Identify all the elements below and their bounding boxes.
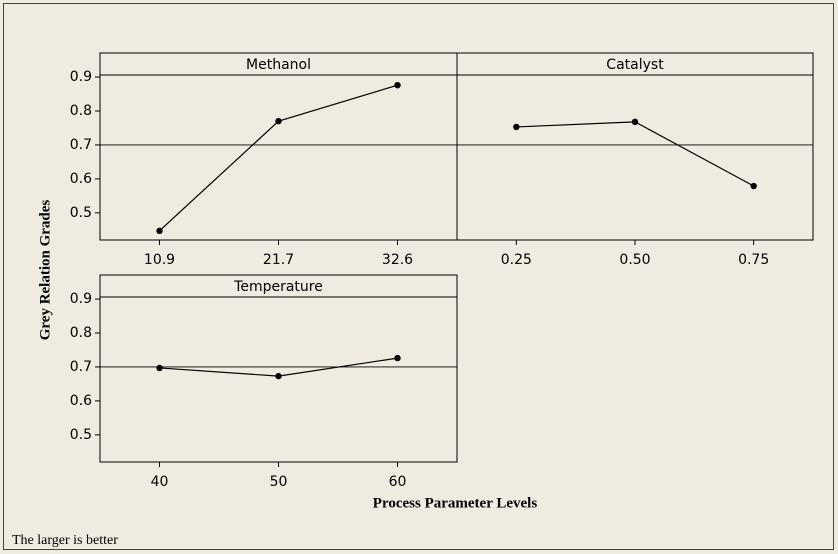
y-tick-label: 0.5 <box>70 205 92 221</box>
x-tick-label: 60 <box>389 474 407 490</box>
point <box>275 117 282 125</box>
point <box>394 81 401 89</box>
point <box>156 364 163 372</box>
point <box>156 227 163 235</box>
y-tick-label: 0.5 <box>70 427 92 443</box>
x-tick-label: 40 <box>151 474 169 490</box>
y-tick-label: 0.9 <box>70 291 92 307</box>
point <box>750 182 757 190</box>
panel <box>456 74 814 241</box>
y-tick-label: 0.7 <box>70 137 92 153</box>
y-tick-label: 0.8 <box>70 325 92 341</box>
panel-title: Temperature <box>233 279 323 295</box>
point <box>275 372 282 380</box>
point <box>394 354 401 362</box>
y-tick-label: 0.8 <box>70 103 92 119</box>
x-tick-label: 0.25 <box>501 252 532 268</box>
point <box>513 123 520 131</box>
y-tick-label: 0.6 <box>70 171 92 187</box>
x-tick-label: 50 <box>270 474 288 490</box>
frame <box>3 3 834 550</box>
panel-title: Catalyst <box>606 57 664 73</box>
x-axis-label: Process Parameter Levels <box>373 495 538 511</box>
x-tick-label: 10.9 <box>144 252 175 268</box>
y-tick-label: 0.9 <box>70 69 92 85</box>
y-tick-label: 0.6 <box>70 393 92 409</box>
point <box>631 118 639 126</box>
footnote: The larger is better <box>12 533 118 548</box>
x-tick-label: 0.75 <box>738 252 769 268</box>
panel <box>99 74 458 241</box>
x-tick-label: 0.50 <box>619 252 650 268</box>
panel-title: Methanol <box>246 57 311 73</box>
y-axis-label: Grey Relation Grades <box>37 200 53 341</box>
x-tick-label: 32.6 <box>382 252 413 268</box>
x-tick-label: 21.7 <box>263 252 294 268</box>
y-tick-label: 0.7 <box>70 359 92 375</box>
panel <box>99 296 458 463</box>
